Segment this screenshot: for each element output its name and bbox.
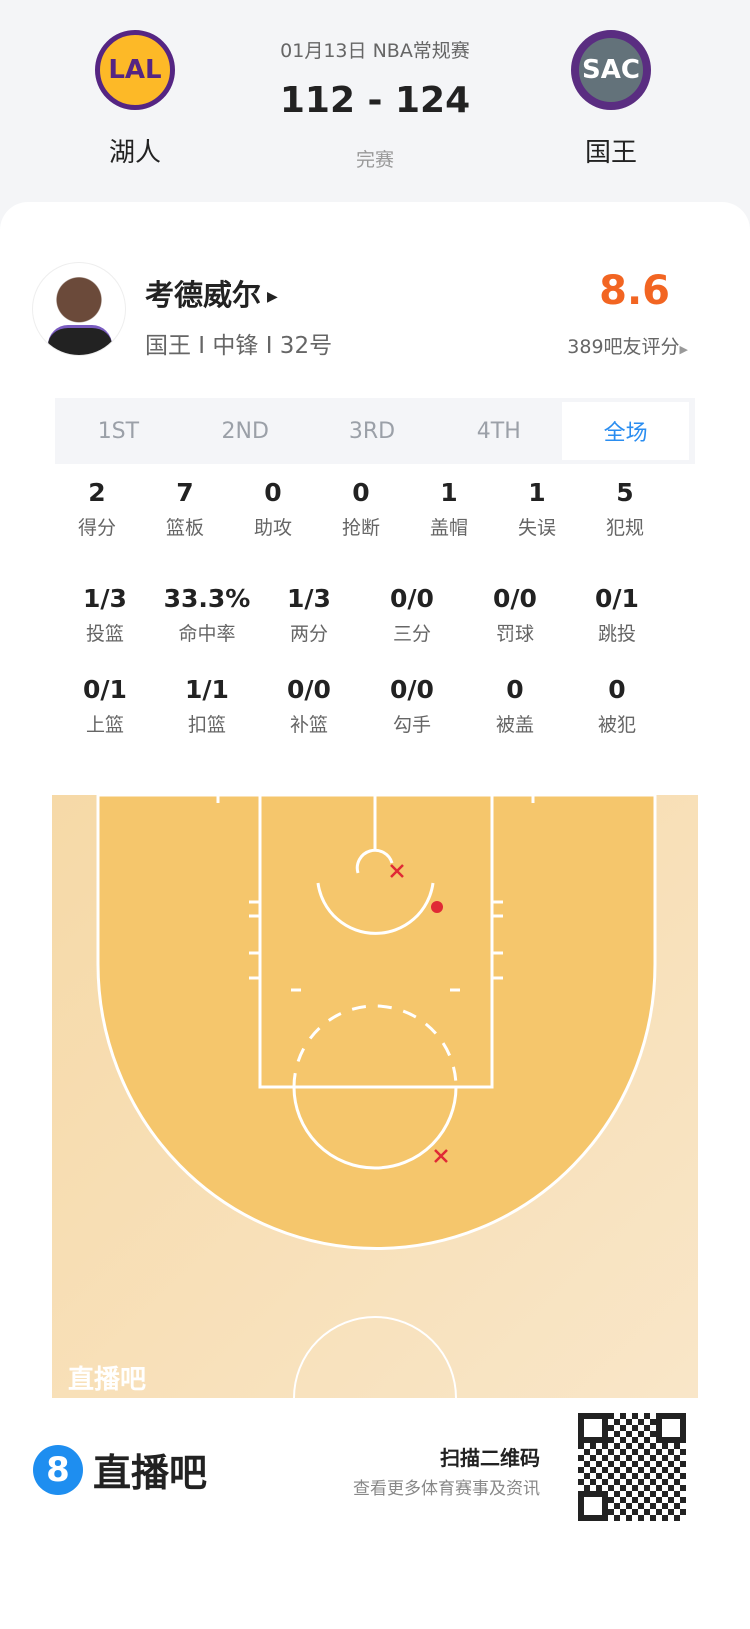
home-team-name: 湖人 — [108, 138, 161, 168]
stat-上篮: 0/1 上篮 — [55, 675, 155, 737]
brand-name: 直播吧 — [93, 1451, 208, 1495]
period-tabs: 1ST 2ND 3RD 4TH 全场 — [55, 398, 695, 464]
stat-value: 2 — [88, 478, 106, 507]
brand-logo-icon: 8 — [33, 1444, 83, 1495]
match-date: 01月13日 NBA常规赛 — [280, 40, 470, 62]
stat-被犯: 0 被犯 — [567, 675, 667, 737]
stat-value: 0 — [608, 675, 626, 704]
stat-命中率: 33.3% 命中率 — [157, 584, 257, 646]
stat-助攻: 0 助攻 — [223, 478, 323, 540]
three-point-area — [96, 793, 657, 1251]
stat-label: 补篮 — [289, 714, 328, 736]
stat-篮板: 7 篮板 — [135, 478, 235, 540]
tab-全场[interactable]: 全场 — [562, 402, 689, 460]
restricted-arc — [316, 882, 435, 935]
qr-code — [578, 1413, 686, 1521]
player-avatar[interactable] — [32, 262, 126, 356]
stat-value: 0 — [352, 478, 370, 507]
shot-missed — [390, 864, 404, 878]
stat-label: 罚球 — [495, 623, 534, 645]
stat-label: 上篮 — [85, 714, 124, 736]
stat-label: 跳投 — [597, 623, 636, 645]
free-throw-circle-upper — [292, 1004, 458, 1088]
player-name-link[interactable]: 考德威尔 ▶ — [145, 272, 278, 314]
free-throw-circle-lower — [292, 1086, 458, 1170]
stat-value: 0/0 — [390, 584, 434, 613]
scan-title: 扫描二维码 — [440, 1446, 540, 1470]
stat-value: 0 — [264, 478, 282, 507]
stat-犯规: 5 犯规 — [575, 478, 675, 540]
stat-value: 7 — [176, 478, 194, 507]
stat-label: 抢断 — [341, 517, 380, 539]
stat-勾手: 0/0 勾手 — [362, 675, 462, 737]
stat-label: 投篮 — [85, 623, 124, 645]
stat-label: 三分 — [392, 623, 431, 645]
stat-value: 1/3 — [287, 584, 331, 613]
match-status: 完赛 — [355, 149, 394, 171]
stat-value: 0 — [506, 675, 524, 704]
stat-label: 勾手 — [392, 714, 431, 736]
caret-right-icon: ▶ — [267, 289, 278, 305]
watermark: 直播吧 — [68, 1365, 146, 1395]
stat-value: 1 — [440, 478, 458, 507]
stat-label: 篮板 — [165, 517, 204, 539]
stat-value: 0/1 — [595, 584, 639, 613]
tab-4th[interactable]: 4TH — [476, 418, 521, 444]
stat-label: 助攻 — [253, 517, 292, 539]
footer-brand: 8 直播吧 — [33, 1442, 207, 1497]
rating-link[interactable]: 389吧友评分▶ — [567, 332, 688, 359]
lal-logo: LAL — [95, 30, 175, 110]
scan-subtitle: 查看更多体育赛事及资讯 — [353, 1479, 540, 1499]
tab-2nd[interactable]: 2ND — [221, 418, 269, 444]
player-info: 国王 I 中锋 I 32号 — [145, 333, 333, 359]
stat-盖帽: 1 盖帽 — [399, 478, 499, 540]
stat-三分: 0/0 三分 — [362, 584, 462, 646]
stat-value: 33.3% — [163, 584, 251, 613]
stat-value: 1 — [528, 478, 546, 507]
stat-value: 1/3 — [83, 584, 127, 613]
stat-label: 失误 — [517, 517, 556, 539]
stat-罚球: 0/0 罚球 — [465, 584, 565, 646]
stat-抢断: 0 抢断 — [311, 478, 411, 540]
player-name: 考德威尔 — [145, 278, 262, 312]
stat-扣篮: 1/1 扣篮 — [157, 675, 257, 737]
stat-label: 盖帽 — [429, 517, 468, 539]
stat-value: 1/1 — [185, 675, 229, 704]
stat-失误: 1 失误 — [487, 478, 587, 540]
stat-label: 得分 — [77, 517, 116, 539]
lane-marks — [216, 795, 535, 992]
sac-logo: SAC — [571, 30, 651, 110]
stat-两分: 1/3 两分 — [259, 584, 359, 646]
stat-跳投: 0/1 跳投 — [567, 584, 667, 646]
stat-label: 被盖 — [495, 714, 534, 736]
stat-投篮: 1/3 投篮 — [55, 584, 155, 646]
stat-label: 扣篮 — [187, 714, 226, 736]
stat-value: 0/0 — [390, 675, 434, 704]
tab-1st[interactable]: 1ST — [97, 418, 140, 444]
stat-补篮: 0/0 补篮 — [259, 675, 359, 737]
away-team-name: 国王 — [584, 138, 637, 168]
tab-3rd[interactable]: 3RD — [348, 418, 396, 444]
stat-label: 犯规 — [605, 517, 644, 539]
stat-得分: 2 得分 — [47, 478, 147, 540]
shot-missed — [434, 1149, 448, 1163]
match-score: 112 - 124 — [279, 80, 471, 121]
center-circle — [293, 1316, 457, 1399]
stat-value: 5 — [616, 478, 634, 507]
rating-count: 389吧友评分 — [567, 336, 680, 358]
stat-被盖: 0 被盖 — [465, 675, 565, 737]
stat-value: 0/0 — [493, 584, 537, 613]
stat-label: 被犯 — [597, 714, 636, 736]
stat-label: 两分 — [289, 623, 328, 645]
hoop — [355, 848, 394, 874]
player-rating: 8.6 — [599, 268, 670, 314]
stat-value: 0/1 — [83, 675, 127, 704]
shot-made — [431, 901, 443, 913]
stat-label: 命中率 — [178, 623, 236, 645]
caret-right-icon: ▶ — [679, 343, 688, 356]
stat-value: 0/0 — [287, 675, 331, 704]
